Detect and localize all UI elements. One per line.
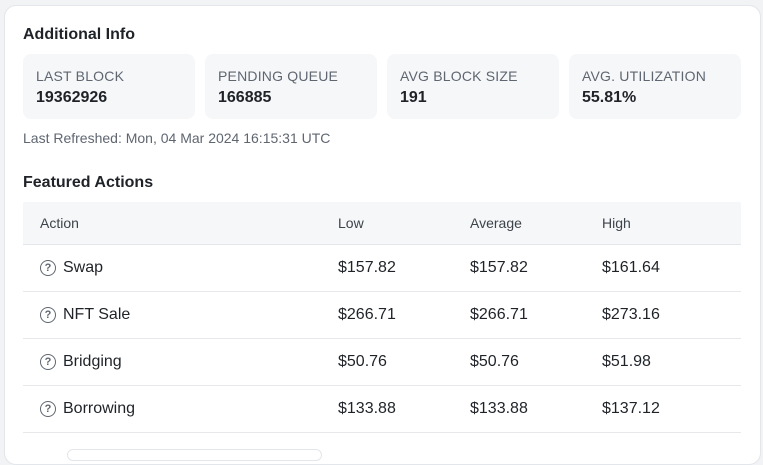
- low-value: $50.76: [338, 353, 387, 370]
- high-value: $273.16: [602, 306, 660, 323]
- column-header-action: Action: [40, 215, 79, 231]
- table-header: Action Low Average High: [23, 202, 741, 245]
- question-circle-icon[interactable]: ?: [40, 260, 56, 276]
- table-row: ? Bridging $50.76 $50.76 $51.98: [23, 339, 741, 386]
- table-row: ? Swap $157.82 $157.82 $161.64: [23, 245, 741, 292]
- stat-value: 19362926: [36, 89, 108, 106]
- stat-value: 166885: [218, 89, 272, 106]
- average-value: $133.88: [470, 400, 528, 417]
- stat-value: 191: [400, 89, 427, 106]
- average-value: $157.82: [470, 259, 528, 276]
- action-cell: ? Bridging: [40, 353, 122, 371]
- average-value: $266.71: [470, 306, 528, 323]
- column-header-high: High: [602, 215, 631, 231]
- question-circle-icon[interactable]: ?: [40, 307, 56, 323]
- question-circle-icon[interactable]: ?: [40, 401, 56, 417]
- high-value: $137.12: [602, 400, 660, 417]
- action-name: Bridging: [63, 353, 122, 370]
- additional-info-title: Additional Info: [23, 26, 135, 43]
- column-header-low: Low: [338, 215, 364, 231]
- high-value: $161.64: [602, 259, 660, 276]
- stat-value: 55.81%: [582, 89, 637, 106]
- action-name: Borrowing: [63, 400, 136, 417]
- stat-last-block: LAST BLOCK 19362926: [23, 54, 195, 119]
- gas-info-card: Additional Info LAST BLOCK 19362926 PEND…: [4, 5, 761, 465]
- stat-avg-utilization: AVG. UTILIZATION 55.81%: [569, 54, 741, 119]
- low-value: $157.82: [338, 259, 396, 276]
- table-row: ? Borrowing $133.88 $133.88 $137.12: [23, 386, 741, 433]
- partially-visible-element: [67, 449, 322, 461]
- action-name: NFT Sale: [63, 306, 131, 323]
- stat-avg-block-size: AVG BLOCK SIZE 191: [387, 54, 559, 119]
- question-circle-icon[interactable]: ?: [40, 354, 56, 370]
- stat-label: AVG. UTILIZATION: [582, 68, 707, 84]
- stat-pending-queue: PENDING QUEUE 166885: [205, 54, 377, 119]
- action-cell: ? Borrowing: [40, 400, 135, 418]
- low-value: $266.71: [338, 306, 396, 323]
- last-refreshed-text: Last Refreshed: Mon, 04 Mar 2024 16:15:3…: [23, 130, 331, 146]
- stat-label: LAST BLOCK: [36, 68, 125, 84]
- stat-label: PENDING QUEUE: [218, 68, 339, 84]
- table-row: ? NFT Sale $266.71 $266.71 $273.16: [23, 292, 741, 339]
- action-cell: ? NFT Sale: [40, 306, 130, 324]
- stats-row: LAST BLOCK 19362926 PENDING QUEUE 166885…: [23, 54, 742, 119]
- action-cell: ? Swap: [40, 259, 103, 277]
- action-name: Swap: [63, 259, 104, 276]
- stat-label: AVG BLOCK SIZE: [400, 68, 518, 84]
- low-value: $133.88: [338, 400, 396, 417]
- high-value: $51.98: [602, 353, 651, 370]
- column-header-average: Average: [470, 215, 522, 231]
- featured-actions-title: Featured Actions: [23, 174, 154, 191]
- average-value: $50.76: [470, 353, 519, 370]
- featured-actions-table: Action Low Average High ? Swap $157.82 $…: [23, 202, 741, 433]
